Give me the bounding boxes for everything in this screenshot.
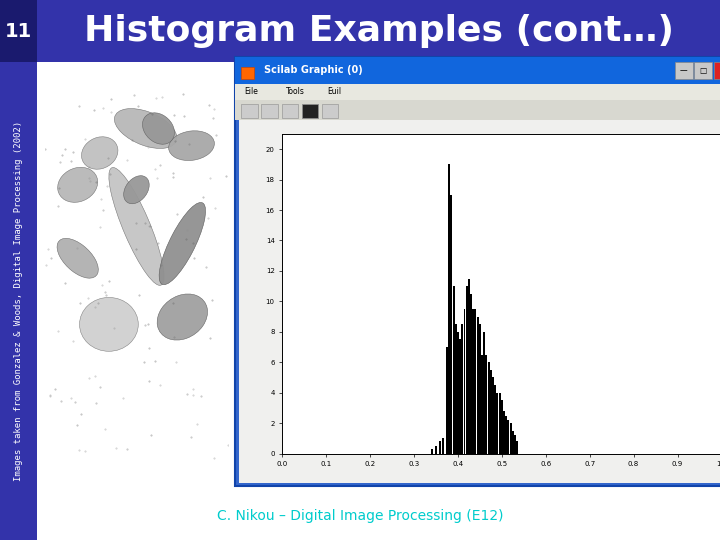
Bar bbox=[282, 104, 298, 118]
Bar bbox=[239, 120, 720, 483]
Bar bbox=[487, 362, 490, 454]
Bar bbox=[474, 309, 477, 454]
Bar bbox=[492, 377, 494, 454]
Bar bbox=[485, 355, 487, 454]
Bar bbox=[235, 100, 720, 120]
Bar bbox=[470, 294, 472, 454]
Bar bbox=[483, 332, 485, 454]
Bar bbox=[450, 195, 452, 454]
Ellipse shape bbox=[159, 202, 205, 285]
Bar bbox=[241, 68, 254, 79]
Bar bbox=[446, 347, 448, 454]
Bar bbox=[516, 441, 518, 454]
Bar bbox=[503, 411, 505, 454]
Bar bbox=[431, 449, 433, 454]
Bar bbox=[241, 104, 258, 118]
Ellipse shape bbox=[57, 238, 99, 278]
Text: —: — bbox=[680, 66, 688, 75]
Bar bbox=[510, 423, 512, 454]
Text: □: □ bbox=[699, 66, 707, 75]
Text: Images taken from Gonzalez & Woods, Digital Image Processing (2002): Images taken from Gonzalez & Woods, Digi… bbox=[14, 121, 23, 481]
Bar bbox=[497, 393, 498, 454]
Bar bbox=[261, 104, 278, 118]
Ellipse shape bbox=[114, 109, 177, 148]
Bar bbox=[0, 0, 37, 62]
Bar bbox=[453, 286, 454, 454]
Bar bbox=[302, 104, 318, 118]
Text: 11: 11 bbox=[5, 22, 32, 40]
Bar bbox=[235, 57, 720, 486]
Bar bbox=[322, 104, 338, 118]
Bar bbox=[490, 370, 492, 454]
Text: Histogram Examples (cont…): Histogram Examples (cont…) bbox=[84, 14, 674, 48]
Bar bbox=[448, 164, 450, 454]
Text: Euil: Euil bbox=[328, 87, 342, 96]
Bar bbox=[37, 62, 720, 540]
Bar bbox=[457, 332, 459, 454]
Bar bbox=[439, 441, 441, 454]
Bar bbox=[302, 104, 318, 118]
Bar bbox=[508, 420, 510, 454]
Bar bbox=[455, 324, 456, 454]
Bar bbox=[472, 309, 474, 454]
Text: Scilab Graphic (0): Scilab Graphic (0) bbox=[264, 65, 363, 75]
Bar bbox=[514, 435, 516, 454]
Bar bbox=[494, 385, 496, 454]
Bar bbox=[0, 62, 37, 540]
Bar bbox=[477, 316, 479, 454]
Bar bbox=[694, 62, 712, 79]
Bar bbox=[512, 431, 514, 454]
Bar bbox=[501, 400, 503, 454]
Bar bbox=[675, 62, 693, 79]
Bar bbox=[459, 340, 461, 454]
Bar bbox=[37, 0, 720, 62]
Bar bbox=[466, 286, 468, 454]
Bar bbox=[235, 57, 720, 84]
Bar bbox=[479, 324, 481, 454]
Ellipse shape bbox=[109, 167, 164, 285]
Text: Eile: Eile bbox=[244, 87, 258, 96]
Bar bbox=[464, 309, 466, 454]
Ellipse shape bbox=[58, 167, 98, 202]
Bar bbox=[714, 62, 720, 79]
Text: C. Nikou – Digital Image Processing (E12): C. Nikou – Digital Image Processing (E12… bbox=[217, 509, 503, 523]
Bar bbox=[435, 446, 437, 454]
Ellipse shape bbox=[157, 294, 207, 340]
Bar bbox=[505, 416, 507, 454]
Bar bbox=[441, 438, 444, 454]
Bar bbox=[499, 393, 500, 454]
Bar bbox=[462, 324, 463, 454]
Bar bbox=[481, 355, 483, 454]
Ellipse shape bbox=[81, 137, 118, 169]
Ellipse shape bbox=[143, 113, 174, 144]
Bar bbox=[468, 279, 470, 454]
Ellipse shape bbox=[124, 176, 149, 204]
Bar bbox=[235, 84, 720, 100]
Ellipse shape bbox=[168, 131, 215, 160]
Text: Tools: Tools bbox=[286, 87, 305, 96]
Ellipse shape bbox=[79, 298, 138, 352]
